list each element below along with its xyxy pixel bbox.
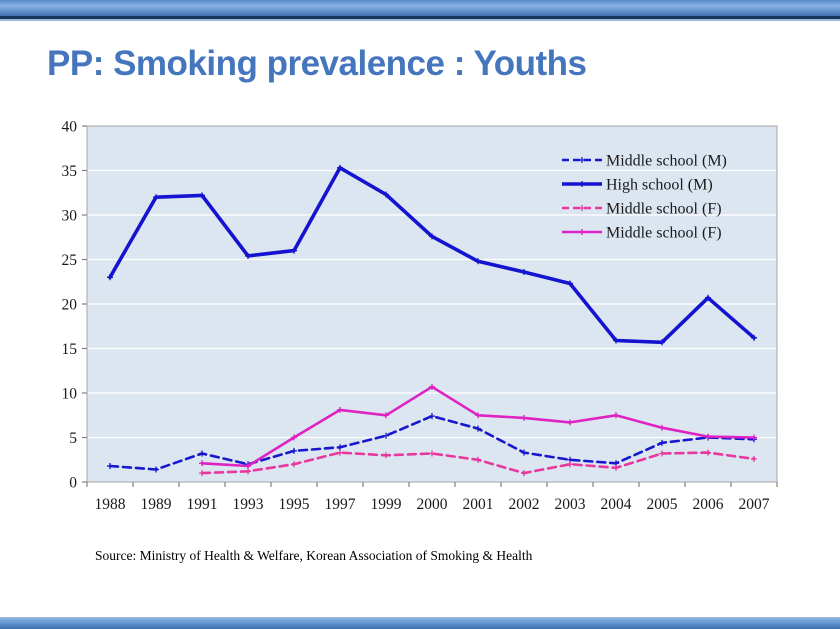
x-axis-label: 1995 [279, 496, 310, 513]
legend-marker [579, 229, 585, 235]
chart-canvas: 0 5 10 15 20 25 30 35 40 1988 1989 1991 1993 1995 1997… [62, 119, 778, 513]
x-axis-label: 2006 [693, 496, 724, 513]
y-axis-label: 20 [62, 297, 78, 314]
bottom-decorative-bar [0, 617, 840, 629]
x-axis-label: 1993 [233, 496, 264, 513]
legend-label: Middle school (F) [606, 225, 722, 242]
source-caption: Source: Ministry of Health & Welfare, Ko… [95, 548, 533, 563]
legend-marker [579, 157, 585, 163]
page-title: PP: Smoking prevalence : Youths [47, 44, 587, 83]
bottom-bar-light-line [0, 617, 840, 618]
x-axis-label: 2003 [555, 496, 586, 513]
line-chart: 0 5 10 15 20 25 30 35 40 1988 1989 1991 1993 1995 1997… [0, 100, 840, 540]
y-axis-label: 5 [69, 430, 77, 447]
y-axis-label: 25 [62, 252, 78, 269]
x-axis-label: 1991 [187, 496, 218, 513]
top-bar-gradient [0, 0, 840, 16]
series-markers-2 [107, 164, 757, 346]
y-axis-label: 40 [62, 119, 78, 136]
y-axis-label: 15 [62, 341, 78, 358]
x-axis-label: 1999 [371, 496, 402, 513]
x-axis-label: 1997 [325, 496, 356, 513]
x-axis-label: 2001 [463, 496, 494, 513]
series-markers-4 [199, 383, 757, 469]
x-axis-label: 2004 [601, 496, 632, 513]
x-axis-label: 1988 [95, 496, 126, 513]
top-bar-dark-line [0, 16, 840, 19]
x-axis-label: 2005 [647, 496, 678, 513]
x-axis-label: 1989 [141, 496, 172, 513]
series-markers-3 [199, 449, 757, 477]
y-axis-label: 10 [62, 386, 78, 403]
x-axis-label: 2007 [739, 496, 770, 513]
bottom-bar-gradient [0, 618, 840, 629]
y-axis-label: 35 [62, 163, 78, 180]
top-decorative-bar [0, 0, 840, 22]
x-axis-label: 2000 [417, 496, 448, 513]
y-axis-label: 0 [69, 475, 77, 492]
y-axis-label: 30 [62, 208, 78, 225]
x-axis-label: 2002 [509, 496, 540, 513]
legend-marker [579, 205, 585, 211]
legend-marker [579, 181, 585, 187]
legend-label: High school (M) [606, 177, 713, 194]
legend-label: Middle school (M) [606, 153, 727, 170]
legend-label: Middle school (F) [606, 201, 722, 218]
top-bar-light-line [0, 19, 840, 21]
